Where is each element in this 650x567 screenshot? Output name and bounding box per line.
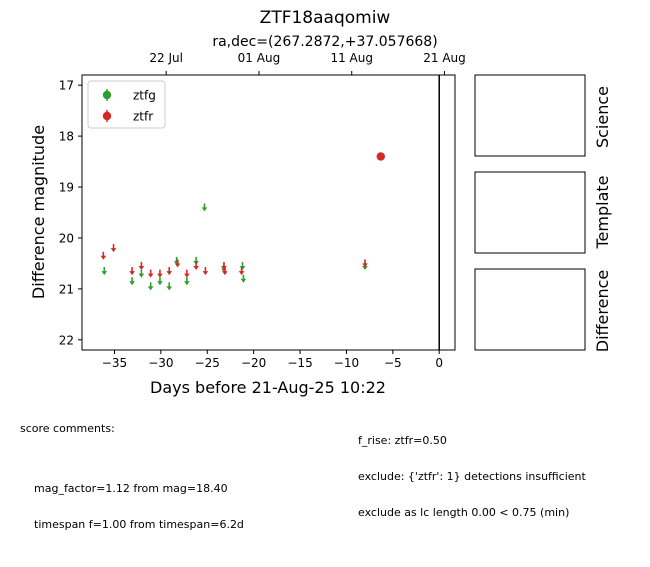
upper-limit-marker	[362, 259, 368, 268]
template-panel	[474, 171, 586, 254]
science-panel	[474, 74, 586, 157]
comment-line: mag_factor=1.12 from mag=18.40	[34, 482, 228, 495]
top-axis-tick-label: 01 Aug	[238, 51, 281, 65]
x-tick-label: −25	[195, 356, 220, 370]
x-tick-label: −20	[241, 356, 266, 370]
legend-label: ztfg	[133, 89, 156, 103]
y-tick-label: 22	[59, 333, 74, 347]
upper-limit-marker	[222, 267, 228, 276]
x-tick-label: −15	[287, 356, 312, 370]
upper-limit-marker	[174, 259, 181, 268]
upper-limit-marker	[101, 267, 108, 276]
x-tick-label: −10	[334, 356, 359, 370]
top-axis-tick-label: 11 Aug	[330, 51, 373, 65]
x-tick-label: −30	[148, 356, 173, 370]
template-label: Template	[593, 175, 612, 249]
legend-entry: ztfg	[102, 89, 156, 103]
upper-limit-marker	[166, 267, 173, 276]
legend-label: ztfr	[133, 110, 153, 124]
chart-subtitle: ra,dec=(267.2872,+37.057668)	[212, 34, 438, 50]
upper-limit-marker	[184, 269, 190, 278]
y-tick-label: 17	[59, 79, 74, 93]
upper-limit-marker	[129, 277, 135, 286]
upper-limit-marker	[240, 274, 247, 283]
light-curve-figure: −35 −30 −25 −20 −15 −10 −5 0 17 18 19 20 21 22 22 Jul 0…	[29, 51, 612, 397]
legend: ztfg ztfr	[87, 80, 166, 129]
upper-limit-marker	[138, 261, 145, 270]
score-comments-left: score comments: mag_factor=1.12 from mag…	[20, 399, 244, 567]
plot-frame	[81, 74, 456, 351]
upper-limit-marker	[239, 261, 246, 270]
x-tick-label: −35	[102, 356, 127, 370]
detection-point	[376, 152, 385, 161]
upper-limit-marker	[238, 267, 245, 276]
difference-panel	[474, 268, 586, 351]
y-tick-label: 18	[59, 130, 74, 144]
comment-line: f_rise: ztfr=0.50	[358, 434, 447, 447]
legend-entry: ztfr	[102, 110, 153, 124]
upper-limit-marker	[166, 282, 173, 291]
upper-limit-marker	[193, 261, 199, 270]
top-axis-tick-label: 21 Aug	[423, 51, 466, 65]
score-comments-right: f_rise: ztfr=0.50 exclude: {'ztfr': 1} d…	[358, 411, 586, 531]
y-tick-label: 19	[59, 181, 74, 195]
comment-line: timespan f=1.00 from timespan=6.2d	[34, 518, 244, 531]
comment-line: exclude: {'ztfr': 1} detections insuffic…	[358, 470, 586, 483]
x-tick-label: 0	[435, 356, 443, 370]
y-axis-label: Difference magnitude	[29, 125, 48, 299]
difference-label: Difference	[593, 270, 612, 352]
science-label: Science	[593, 86, 612, 148]
upper-limit-marker	[202, 267, 209, 276]
upper-limit-marker	[201, 203, 208, 212]
x-axis-label: Days before 21-Aug-25 10:22	[150, 378, 386, 397]
upper-limit-marker	[100, 251, 107, 260]
upper-limit-marker	[157, 277, 163, 286]
comment-line: exclude as lc length 0.00 < 0.75 (min)	[358, 506, 570, 519]
top-axis-tick-label: 22 Jul	[149, 51, 183, 65]
x-tick-label: −5	[384, 356, 402, 370]
y-tick-label: 20	[59, 231, 74, 245]
upper-limit-marker	[110, 244, 117, 253]
chart-title: ZTF18aaqomiw	[259, 8, 391, 28]
upper-limit-marker	[147, 282, 154, 291]
upper-limit-marker	[157, 269, 163, 278]
upper-limit-marker	[221, 261, 227, 270]
upper-limit-marker	[138, 269, 145, 278]
y-tick-label: 21	[59, 282, 74, 296]
legend-marker	[102, 111, 112, 121]
legend-marker	[102, 90, 112, 100]
upper-limit-marker	[147, 269, 154, 278]
score-comments-header: score comments:	[20, 422, 115, 435]
upper-limit-marker	[184, 277, 190, 286]
upper-limit-marker	[129, 267, 135, 276]
